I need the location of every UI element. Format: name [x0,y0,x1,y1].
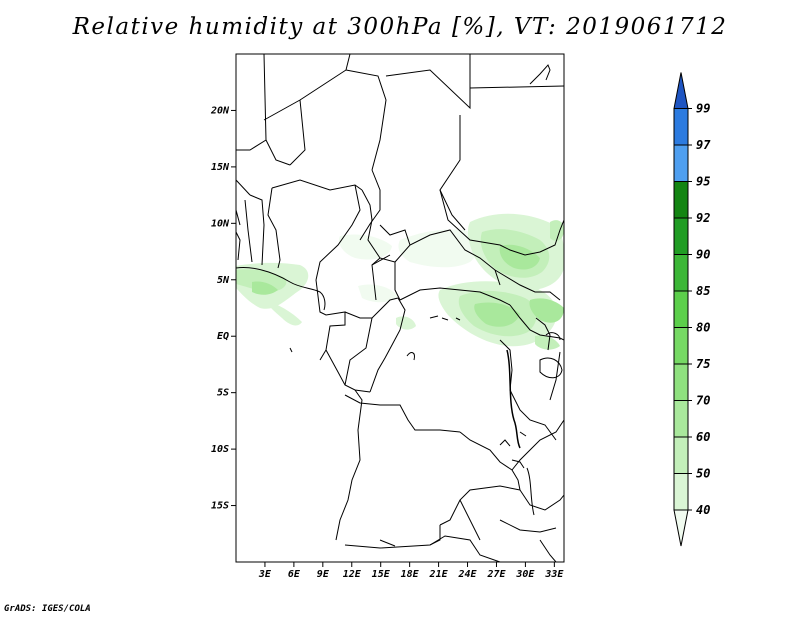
colorbar-lower-extension [673,509,689,547]
colorbar-segment [673,327,689,365]
colorbar-segment [673,290,689,328]
longitude-axis: 3E 6E 9E 12E 15E 18E 21E 24E 27E 30E 33E [258,562,564,580]
country-borders [236,54,564,562]
colorbar-upper-extension [673,72,689,109]
lat-tick-label: 10N [211,218,230,229]
lat-tick-label: 5S [217,388,229,399]
lat-tick-label: 20N [210,105,230,116]
colorbar-label: 90 [696,248,710,262]
colorbar-segment [673,108,689,146]
lat-tick-label: 10S [211,444,229,455]
lon-tick-label: 12E [343,569,362,580]
colorbar-segment [673,217,689,255]
lon-tick-label: 21E [429,569,449,580]
colorbar-label: 50 [696,467,710,481]
colorbar-label: 40 [696,503,710,517]
lon-tick-label: 18E [401,569,420,580]
lon-tick-label: 30E [515,569,535,580]
lon-tick-label: 6E [288,569,301,580]
lat-tick-label: 15S [211,501,229,512]
lon-tick-label: 3E [258,569,272,580]
plot-title: Relative humidity at 300hPa [%], VT: 201… [72,14,728,40]
lat-tick-label: 15N [211,162,230,173]
grads-credit: GrADS: IGES/COLA [4,604,91,614]
colorbar-segment [673,181,689,219]
lat-tick-label: 5N [217,275,230,286]
colorbar: 40 50 60 70 75 80 85 90 92 95 97 99 [673,72,711,547]
lon-tick-label: 15E [372,569,391,580]
colorbar-segment [673,363,689,401]
latitude-axis: 20N 15N 10N 5N EQ 5S 10S 15S [210,105,236,512]
colorbar-segment [673,436,689,474]
lat-tick-label: EQ [217,331,229,342]
humidity-patch-northern-congo [438,281,564,350]
colorbar-label: 95 [696,175,710,189]
map-frame [235,53,565,563]
lon-tick-label: 33E [544,569,564,580]
colorbar-segment [673,144,689,182]
colorbar-label: 75 [696,357,710,371]
colorbar-label: 99 [696,102,710,116]
lon-tick-label: 27E [486,569,506,580]
colorbar-label: 85 [696,284,710,298]
humidity-patch-southern-cameroon [338,234,416,330]
colorbar-label: 80 [696,321,710,335]
colorbar-segment [673,254,689,292]
colorbar-label: 60 [696,430,710,444]
colorbar-segment [673,473,689,511]
humidity-patch-gulf-of-guinea [236,262,309,326]
lon-tick-label: 9E [317,569,330,580]
colorbar-segment [673,400,689,438]
lon-tick-label: 24E [457,569,477,580]
colorbar-label: 97 [696,138,711,152]
colorbar-label: 70 [696,394,710,408]
colorbar-label: 92 [696,211,710,225]
